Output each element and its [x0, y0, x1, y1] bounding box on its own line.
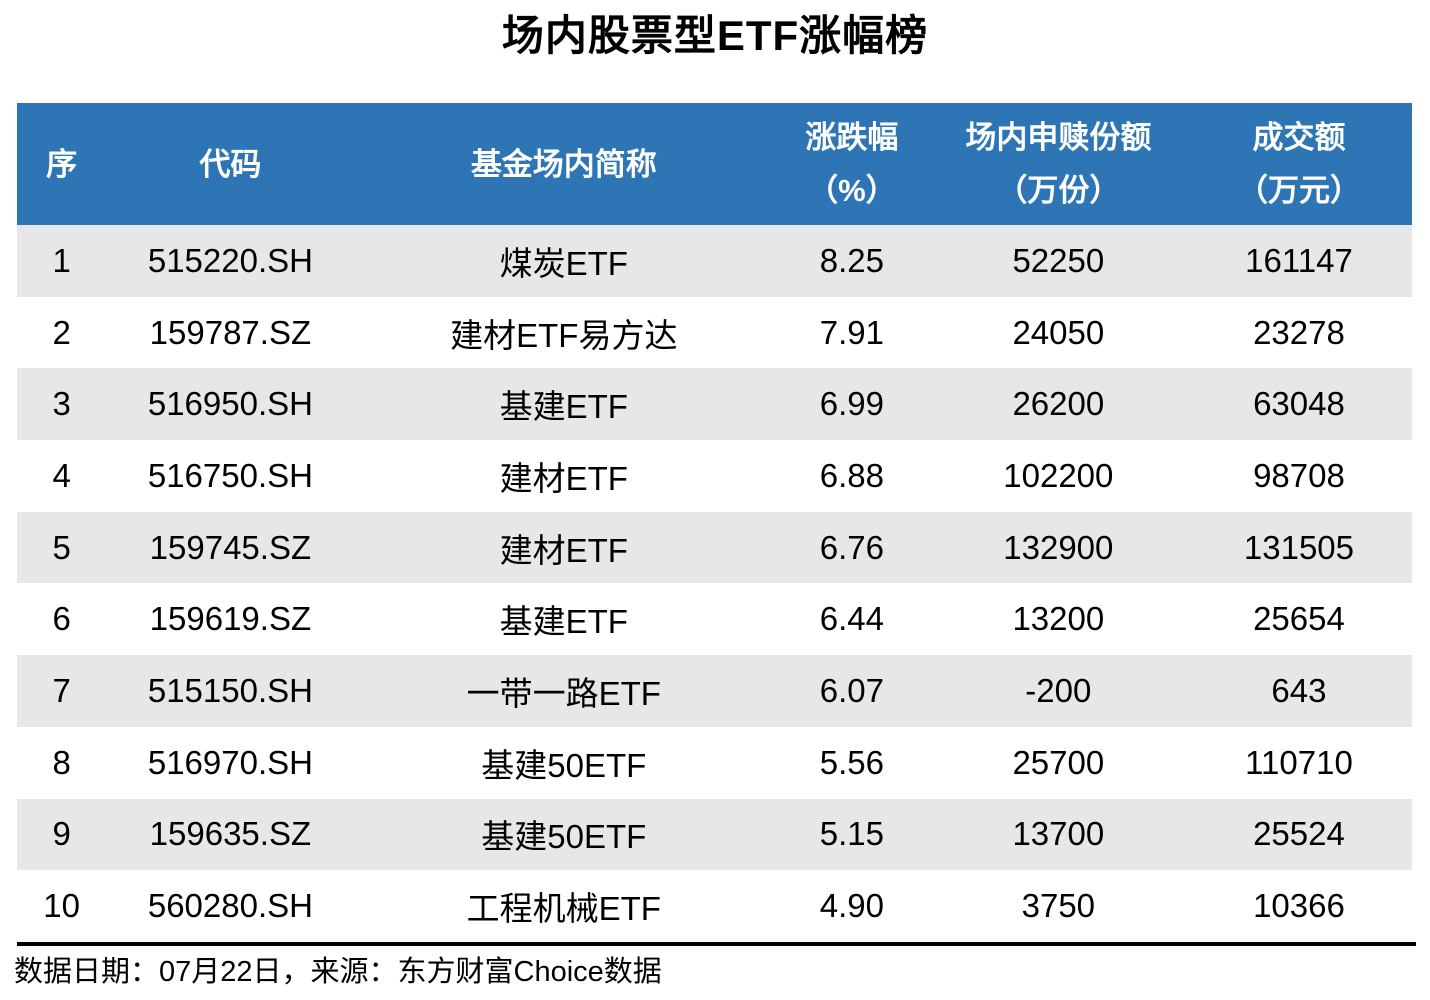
- footer-divider: [17, 942, 1416, 946]
- cell-change-pct: 5.56: [819, 743, 884, 781]
- cell-change-pct: 6.99: [819, 385, 884, 423]
- cell-turnover: 98708: [1253, 456, 1345, 494]
- column-header-turnover: 成交额 （万元）: [1186, 103, 1412, 225]
- table-row: 5 159745.SZ 建材ETF 6.76 132900 131505: [17, 511, 1412, 584]
- column-header-label: 场内申赎份额: [965, 120, 1152, 155]
- table-row: 1 515220.SH 煤炭ETF 8.25 52250 161147: [17, 225, 1412, 297]
- cell-turnover: 10366: [1253, 887, 1345, 925]
- cell-seq: 3: [52, 385, 71, 423]
- cell-seq: 4: [52, 456, 71, 494]
- data-source-note: 数据日期：07月22日，来源：东方财富Choice数据: [14, 956, 662, 988]
- table-row: 9 159635.SZ 基建50ETF 5.15 13700 25524: [17, 798, 1412, 871]
- cell-change-pct: 4.90: [819, 887, 884, 925]
- cell-code: 516970.SH: [147, 743, 313, 781]
- column-header-unit: （%）: [807, 173, 897, 208]
- cell-code: 159619.SZ: [149, 600, 312, 638]
- cell-name: 建材ETF: [499, 531, 628, 569]
- cell-name: 一带一路ETF: [466, 674, 661, 712]
- cell-turnover: 110710: [1245, 743, 1353, 781]
- cell-shares: 102200: [1003, 456, 1114, 494]
- table-row: 4 516750.SH 建材ETF 6.88 102200 98708: [17, 440, 1412, 512]
- cell-shares: 13200: [1012, 600, 1105, 638]
- cell-shares: 25700: [1012, 743, 1105, 781]
- cell-code: 516950.SH: [147, 385, 313, 423]
- column-header-unit: （万份）: [996, 173, 1121, 208]
- cell-seq: 8: [52, 743, 71, 781]
- etf-table: 序 代码 基金场内简称 涨跌幅 （%） 场内申赎份额 （万份） 成交额 （万元） 1 515220…: [17, 103, 1412, 942]
- cell-seq: 7: [52, 671, 71, 709]
- cell-turnover: 643: [1271, 671, 1327, 709]
- cell-shares: 3750: [1021, 887, 1096, 925]
- cell-name: 基建50ETF: [481, 818, 647, 856]
- cell-change-pct: 6.44: [819, 600, 884, 638]
- cell-change-pct: 8.25: [819, 241, 884, 279]
- cell-seq: 6: [52, 600, 71, 638]
- cell-code: 515150.SH: [147, 671, 313, 709]
- cell-shares: 13700: [1012, 815, 1105, 853]
- cell-seq: 1: [52, 241, 71, 279]
- cell-turnover: 63048: [1253, 385, 1345, 423]
- cell-seq: 9: [52, 815, 71, 853]
- table-row: 7 515150.SH 一带一路ETF 6.07 -200 643: [17, 655, 1412, 727]
- cell-change-pct: 5.15: [819, 815, 884, 853]
- cell-change-pct: 6.07: [819, 671, 884, 709]
- cell-code: 159635.SZ: [149, 815, 312, 853]
- cell-seq: 5: [52, 528, 71, 566]
- column-header-unit: （万元）: [1236, 173, 1361, 208]
- cell-change-pct: 6.76: [819, 528, 884, 566]
- table-row: 6 159619.SZ 基建ETF 6.44 13200 25654: [17, 583, 1412, 656]
- cell-turnover: 23278: [1253, 313, 1345, 351]
- cell-code: 515220.SH: [147, 241, 313, 279]
- cell-change-pct: 7.91: [819, 313, 884, 351]
- column-header-shares: 场内申赎份额 （万份）: [931, 103, 1186, 225]
- cell-name: 建材ETF易方达: [450, 316, 678, 354]
- cell-turnover: 25524: [1253, 815, 1345, 853]
- column-header-label: 序: [46, 146, 78, 182]
- table-row: 3 516950.SH 基建ETF 6.99 26200 63048: [17, 368, 1412, 441]
- table-body: 1 515220.SH 煤炭ETF 8.25 52250 161147 2 159787.SZ…: [17, 225, 1412, 942]
- cell-shares: 52250: [1012, 241, 1105, 279]
- table-row: 8 516970.SH 基建50ETF 5.56 25700 110710: [17, 726, 1412, 799]
- cell-seq: 10: [43, 887, 80, 925]
- cell-name: 基建50ETF: [481, 746, 647, 784]
- column-header-code: 代码: [106, 103, 354, 225]
- table-row: 10 560280.SH 工程机械ETF 4.90 3750 10366: [17, 870, 1412, 942]
- column-header-label: 涨跌幅: [805, 120, 899, 155]
- page-title: 场内股票型ETF涨幅榜: [501, 12, 929, 59]
- cell-turnover: 25654: [1253, 600, 1345, 638]
- table-row: 2 159787.SZ 建材ETF易方达 7.91 24050 23278: [17, 296, 1412, 369]
- cell-name: 工程机械ETF: [466, 890, 661, 928]
- cell-seq: 2: [52, 313, 71, 351]
- column-header-label: 基金场内简称: [470, 146, 657, 182]
- table-header-row: 序 代码 基金场内简称 涨跌幅 （%） 场内申赎份额 （万份） 成交额 （万元）: [17, 103, 1412, 225]
- cell-code: 159745.SZ: [149, 528, 312, 566]
- column-header-seq: 序: [17, 103, 106, 225]
- cell-shares: -200: [1025, 671, 1092, 709]
- column-header-label: 成交额: [1252, 120, 1346, 155]
- cell-name: 煤炭ETF: [499, 244, 628, 282]
- cell-code: 159787.SZ: [149, 313, 312, 351]
- cell-code: 516750.SH: [147, 456, 313, 494]
- cell-shares: 132900: [1003, 528, 1114, 566]
- cell-name: 建材ETF: [499, 459, 628, 497]
- cell-turnover: 131505: [1243, 528, 1355, 566]
- cell-turnover: 161147: [1245, 241, 1353, 279]
- cell-shares: 24050: [1012, 313, 1105, 351]
- column-header-name: 基金场内简称: [355, 103, 774, 225]
- cell-name: 基建ETF: [499, 603, 628, 641]
- column-header-change-pct: 涨跌幅 （%）: [773, 103, 931, 225]
- cell-code: 560280.SH: [147, 887, 313, 925]
- cell-change-pct: 6.88: [819, 456, 884, 494]
- column-header-label: 代码: [199, 146, 262, 182]
- cell-name: 基建ETF: [499, 388, 628, 426]
- cell-shares: 26200: [1012, 385, 1105, 423]
